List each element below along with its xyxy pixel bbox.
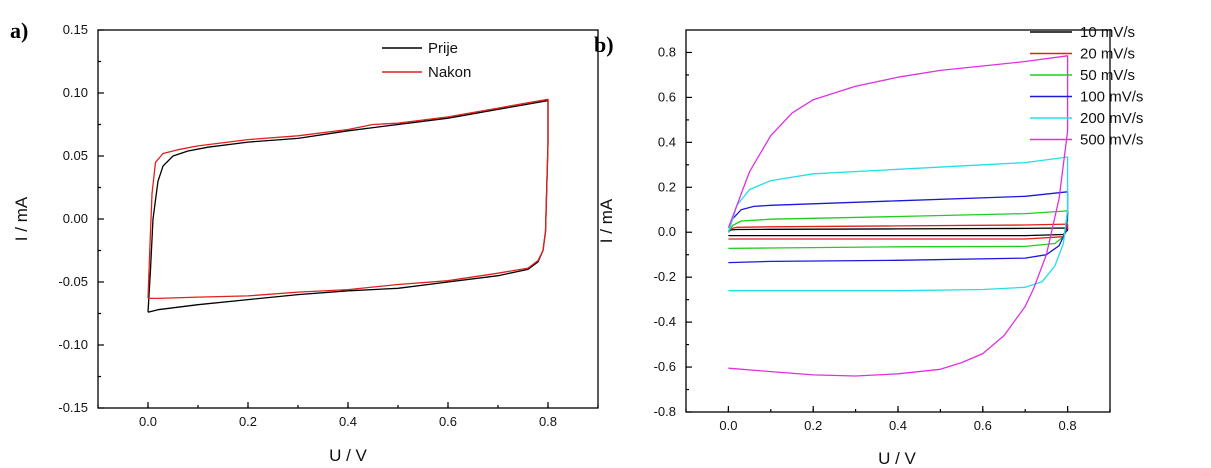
series-line-2 xyxy=(727,223,1069,240)
chart-panel-b: b) 0.0 0.2 0.4 0.6 0.8 0.8 0.6 0.4 0.2 0.0 -0.2 -0.… xyxy=(594,24,1143,468)
legend-label: Nakon xyxy=(428,64,471,81)
y-tick-label: 0.6 xyxy=(658,89,676,104)
panel-label-b: b) xyxy=(594,32,614,57)
y-tick-label: -0.10 xyxy=(58,337,88,352)
chart-panel-a: a) 0.0 0.2 0.4 0.6 0.8 0.15 0.10 0.05 0.00 -0.05 -… xyxy=(10,18,599,465)
y-tick-label: -0.4 xyxy=(654,314,676,329)
series-line-6 xyxy=(727,55,1069,377)
x-tick-label: 0.4 xyxy=(339,414,357,429)
x-tick-label: 0.0 xyxy=(139,414,157,429)
x-tick-label: 0.2 xyxy=(804,418,822,433)
panel-label-a: a) xyxy=(10,18,28,43)
x-tick-label: 0.0 xyxy=(719,418,737,433)
y-tick-label: 0.15 xyxy=(63,22,88,37)
series-group-b xyxy=(727,55,1069,377)
legend-label: 20 mV/s xyxy=(1080,46,1135,63)
x-tick-label: 0.6 xyxy=(974,418,992,433)
series-line-2 xyxy=(147,98,549,300)
y-axis-title-b: I / mA xyxy=(597,198,616,243)
plot-frame-a xyxy=(97,29,599,409)
series-group-a xyxy=(147,98,549,313)
legend-a: Prije Nakon xyxy=(382,40,471,81)
series-line-1 xyxy=(147,99,549,313)
legend-label: 500 mV/s xyxy=(1080,132,1143,149)
y-tick-label: 0.10 xyxy=(63,85,88,100)
y-tick-label: -0.6 xyxy=(654,359,676,374)
x-tick-label: 0.6 xyxy=(439,414,457,429)
y-tick-label: -0.15 xyxy=(58,400,88,415)
axis-ticks-b: 0.0 0.2 0.4 0.6 0.8 0.8 0.6 0.4 0.2 0.0 -0.2 -0.4 -0… xyxy=(654,44,1111,433)
x-axis-title-a: U / V xyxy=(329,446,367,465)
y-tick-label: 0.05 xyxy=(63,148,88,163)
series-line-5 xyxy=(727,156,1069,292)
y-tick-label: -0.2 xyxy=(654,269,676,284)
x-tick-label: 0.4 xyxy=(889,418,907,433)
legend-label: 100 mV/s xyxy=(1080,89,1143,106)
legend-label: 10 mV/s xyxy=(1080,24,1135,41)
legend-b: 10 mV/s 20 mV/s 50 mV/s 100 mV/s 200 mV/s 500… xyxy=(1030,24,1143,149)
y-tick-label: -0.8 xyxy=(654,404,676,419)
legend-label: 200 mV/s xyxy=(1080,110,1143,127)
y-tick-label: 0.4 xyxy=(658,134,676,149)
x-tick-label: 0.8 xyxy=(539,414,557,429)
y-tick-label: 0.00 xyxy=(63,211,88,226)
y-tick-label: -0.05 xyxy=(58,274,88,289)
legend-label: Prije xyxy=(428,40,458,57)
y-tick-label: 0.2 xyxy=(658,179,676,194)
x-tick-label: 0.8 xyxy=(1059,418,1077,433)
y-tick-label: 0.8 xyxy=(658,44,676,59)
x-axis-title-b: U / V xyxy=(878,449,916,468)
series-line-1 xyxy=(727,227,1069,237)
x-tick-label: 0.2 xyxy=(239,414,257,429)
y-tick-label: 0.0 xyxy=(658,224,676,239)
axis-ticks-a: 0.0 0.2 0.4 0.6 0.8 0.15 0.10 0.05 0.00 -0.05 -0.1… xyxy=(58,22,599,429)
legend-label: 50 mV/s xyxy=(1080,67,1135,84)
y-axis-title-a: I / mA xyxy=(12,196,31,241)
